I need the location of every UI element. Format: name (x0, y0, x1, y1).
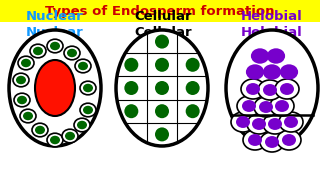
Ellipse shape (124, 58, 138, 72)
Ellipse shape (263, 114, 287, 134)
Ellipse shape (9, 30, 101, 146)
Ellipse shape (247, 114, 271, 134)
Ellipse shape (186, 58, 200, 72)
Bar (0, 0, 320, 22)
Ellipse shape (241, 79, 265, 99)
Text: Nuclear: Nuclear (26, 26, 84, 39)
Ellipse shape (280, 64, 298, 80)
Ellipse shape (246, 83, 260, 95)
Text: Helobial: Helobial (241, 26, 303, 39)
Ellipse shape (50, 136, 60, 144)
Ellipse shape (155, 81, 169, 95)
Text: Nuclear: Nuclear (26, 10, 84, 24)
Text: Helobial: Helobial (241, 10, 303, 24)
Ellipse shape (231, 112, 255, 132)
Ellipse shape (50, 42, 60, 50)
Ellipse shape (275, 100, 289, 112)
Ellipse shape (77, 121, 87, 129)
Ellipse shape (116, 30, 208, 146)
Ellipse shape (47, 133, 63, 147)
Ellipse shape (186, 81, 200, 95)
Ellipse shape (62, 129, 78, 143)
Ellipse shape (74, 118, 90, 132)
Ellipse shape (35, 126, 45, 134)
Ellipse shape (124, 104, 138, 118)
Ellipse shape (33, 47, 43, 55)
Ellipse shape (280, 83, 294, 95)
Ellipse shape (270, 96, 294, 116)
Ellipse shape (237, 96, 261, 116)
Text: Types of Endosperm formation: Types of Endosperm formation (45, 4, 275, 17)
Ellipse shape (155, 35, 169, 49)
Ellipse shape (284, 116, 298, 128)
Ellipse shape (275, 79, 299, 99)
Text: Cellular: Cellular (134, 10, 192, 24)
Ellipse shape (32, 123, 48, 137)
Ellipse shape (277, 130, 301, 150)
Ellipse shape (35, 60, 75, 116)
Ellipse shape (258, 80, 282, 100)
Ellipse shape (252, 118, 266, 130)
Ellipse shape (65, 132, 75, 140)
Ellipse shape (13, 73, 29, 87)
Ellipse shape (246, 64, 264, 80)
Ellipse shape (242, 100, 256, 112)
Ellipse shape (155, 58, 169, 72)
Ellipse shape (78, 62, 88, 70)
Ellipse shape (260, 132, 284, 152)
Ellipse shape (265, 136, 279, 148)
Ellipse shape (259, 101, 273, 113)
Ellipse shape (30, 44, 46, 58)
Ellipse shape (14, 93, 30, 107)
Ellipse shape (226, 30, 318, 146)
Ellipse shape (248, 134, 262, 146)
Ellipse shape (268, 118, 282, 130)
Ellipse shape (254, 97, 278, 117)
Ellipse shape (64, 46, 80, 60)
Ellipse shape (279, 112, 303, 132)
Ellipse shape (282, 134, 296, 146)
Ellipse shape (47, 39, 63, 53)
Ellipse shape (263, 84, 277, 96)
Ellipse shape (83, 106, 93, 114)
Ellipse shape (18, 56, 34, 70)
Ellipse shape (23, 112, 33, 120)
Ellipse shape (16, 76, 26, 84)
Ellipse shape (80, 81, 96, 95)
Ellipse shape (155, 127, 169, 141)
Ellipse shape (155, 104, 169, 118)
Ellipse shape (83, 84, 93, 92)
Text: Cellular: Cellular (134, 26, 192, 39)
Ellipse shape (75, 59, 91, 73)
Ellipse shape (243, 130, 267, 150)
Ellipse shape (263, 64, 281, 80)
Ellipse shape (67, 49, 77, 57)
Ellipse shape (236, 116, 250, 128)
Ellipse shape (20, 109, 36, 123)
Ellipse shape (267, 48, 285, 64)
Ellipse shape (80, 103, 96, 117)
Ellipse shape (186, 104, 200, 118)
Ellipse shape (251, 48, 269, 64)
Ellipse shape (21, 59, 31, 67)
Ellipse shape (17, 96, 27, 104)
Ellipse shape (124, 81, 138, 95)
